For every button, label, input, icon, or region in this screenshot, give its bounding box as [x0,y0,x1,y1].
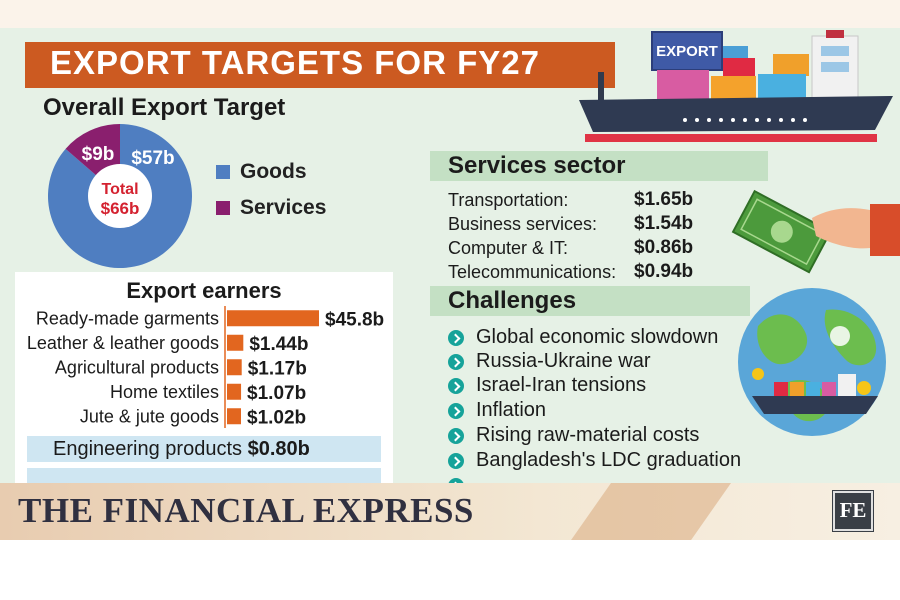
export-earners-heading: Export earners [126,278,282,303]
bar-category-label: Home textiles [110,382,219,402]
export-earners-panel: Export earners Ready-made garments $45.8b… [15,272,393,483]
bar [227,383,242,400]
bar-category-label: Leather & leather goods [27,333,219,353]
bar-value-label: $1.17b [248,358,307,379]
pie-label-services: $9b [82,144,115,165]
check-bullet-icon [448,453,464,469]
title-banner [25,42,615,88]
brand-logo: FE [832,490,874,532]
bar-value-label: $45.8b [325,309,384,330]
bar-category-label: Agricultural products [55,357,219,377]
highlight-name: Engineering products [53,438,243,460]
service-value: $1.65b [634,189,694,210]
challenges-band: Challenges [430,286,750,316]
services-sector-band: Services sector [430,151,768,181]
top-strip [0,0,900,28]
bar-value-label: $1.07b [247,383,306,404]
service-name: Transportation: [448,190,569,210]
footer-banner: THE FINANCIAL EXPRESS FE [0,483,900,540]
legend-label-services: Services [240,196,327,219]
export-earners-chart: Ready-made garments $45.8b Leather & leath… [27,306,384,428]
bar [227,408,241,425]
cargo-ship-icon: EXPORT [579,30,893,142]
pie-total-value: $66b [101,199,140,218]
bar [227,310,319,327]
globe-icon [738,288,886,436]
highlight-value: $0.80b [247,438,310,460]
money-hand-icon [731,189,900,274]
check-bullet-icon [448,378,464,394]
overall-pie-chart: $9b $57b Total $66b [48,124,192,268]
service-name: Computer & IT: [448,238,569,258]
service-value: $0.94b [634,261,694,282]
pie-total-label: Total [101,181,138,198]
legend-label-goods: Goods [240,160,307,183]
bar [227,334,244,351]
check-bullet-icon [448,428,464,444]
ship-label: EXPORT [656,43,718,60]
bar-value-label: $1.02b [247,407,306,428]
service-name: Telecommunications: [448,262,617,282]
highlight-row-engineering: Engineering products $0.80b [27,436,381,462]
bar-value-label: $1.44b [249,334,308,355]
check-bullet-icon [448,403,464,419]
infographic: EXPORT TARGETS FOR FY27 EXPORT [0,28,900,483]
service-value: $0.86b [634,237,694,258]
service-value: $1.54b [634,213,694,234]
check-bullet-icon [448,354,464,370]
check-bullet-icon [448,478,464,483]
services-sector-heading: Services sector [448,152,626,179]
bar [227,359,242,376]
pie-center [88,164,152,228]
service-name: Business services: [448,214,598,234]
bar-category-label: Ready-made garments [36,308,219,328]
bar-category-label: Jute & jute goods [80,406,219,426]
pie-label-goods: $57b [131,148,174,169]
challenges-heading: Challenges [448,287,577,314]
overall-target-heading: Overall Export Target [43,94,286,121]
highlight-row-cut [27,468,381,483]
page-title: EXPORT TARGETS FOR FY27 [50,44,540,81]
check-bullet-icon [448,330,464,346]
legend-swatch-goods [216,165,230,179]
legend-swatch-services [216,201,230,215]
brand-name: THE FINANCIAL EXPRESS [18,491,474,530]
